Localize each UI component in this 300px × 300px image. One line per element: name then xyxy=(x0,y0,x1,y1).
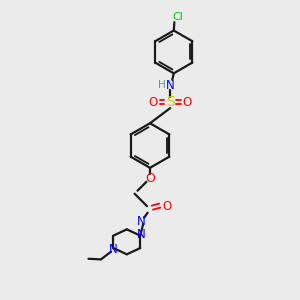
Text: O: O xyxy=(162,200,171,213)
Text: N: N xyxy=(166,79,175,92)
Text: S: S xyxy=(166,95,175,109)
Text: Cl: Cl xyxy=(172,12,183,22)
Text: N: N xyxy=(109,243,117,256)
Text: O: O xyxy=(145,172,155,185)
Text: O: O xyxy=(148,96,158,109)
Text: N: N xyxy=(136,228,145,241)
Text: O: O xyxy=(183,96,192,109)
Text: N: N xyxy=(137,215,146,228)
Text: H: H xyxy=(158,80,166,90)
